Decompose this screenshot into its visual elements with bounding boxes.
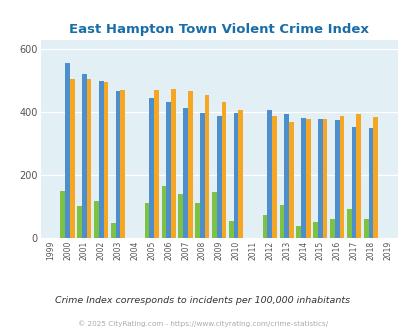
- Bar: [221, 102, 226, 238]
- Bar: [216, 116, 221, 238]
- Bar: [120, 90, 125, 238]
- Bar: [115, 91, 120, 238]
- Bar: [183, 109, 188, 238]
- Bar: [99, 81, 103, 238]
- Bar: [94, 201, 99, 238]
- Bar: [70, 79, 75, 238]
- Bar: [301, 117, 305, 238]
- Bar: [233, 113, 238, 238]
- Bar: [334, 120, 339, 238]
- Bar: [346, 209, 351, 238]
- Bar: [368, 128, 372, 238]
- Bar: [178, 194, 183, 238]
- Text: Crime Index corresponds to incidents per 100,000 inhabitants: Crime Index corresponds to incidents per…: [55, 296, 350, 305]
- Bar: [145, 203, 149, 238]
- Bar: [65, 63, 70, 238]
- Text: © 2025 CityRating.com - https://www.cityrating.com/crime-statistics/: © 2025 CityRating.com - https://www.city…: [78, 320, 327, 327]
- Bar: [279, 205, 283, 238]
- Bar: [166, 102, 171, 238]
- Bar: [267, 110, 271, 238]
- Bar: [87, 79, 91, 238]
- Bar: [111, 222, 115, 238]
- Bar: [296, 226, 301, 238]
- Title: East Hampton Town Violent Crime Index: East Hampton Town Violent Crime Index: [69, 23, 368, 36]
- Bar: [204, 95, 209, 238]
- Bar: [60, 191, 65, 238]
- Bar: [313, 222, 317, 238]
- Bar: [339, 116, 343, 238]
- Bar: [363, 219, 368, 238]
- Bar: [103, 82, 108, 238]
- Bar: [317, 119, 322, 238]
- Bar: [284, 115, 288, 238]
- Bar: [82, 74, 87, 238]
- Bar: [329, 219, 334, 238]
- Bar: [305, 119, 310, 238]
- Bar: [200, 113, 204, 238]
- Bar: [288, 122, 293, 238]
- Bar: [372, 117, 377, 238]
- Bar: [171, 89, 175, 238]
- Bar: [188, 91, 192, 238]
- Bar: [149, 98, 154, 238]
- Bar: [262, 214, 267, 238]
- Bar: [322, 119, 326, 238]
- Bar: [77, 206, 82, 238]
- Bar: [351, 127, 356, 238]
- Bar: [238, 110, 243, 238]
- Bar: [271, 116, 276, 238]
- Bar: [195, 203, 200, 238]
- Bar: [161, 186, 166, 238]
- Bar: [228, 221, 233, 238]
- Bar: [154, 90, 158, 238]
- Bar: [356, 114, 360, 238]
- Bar: [212, 192, 216, 238]
